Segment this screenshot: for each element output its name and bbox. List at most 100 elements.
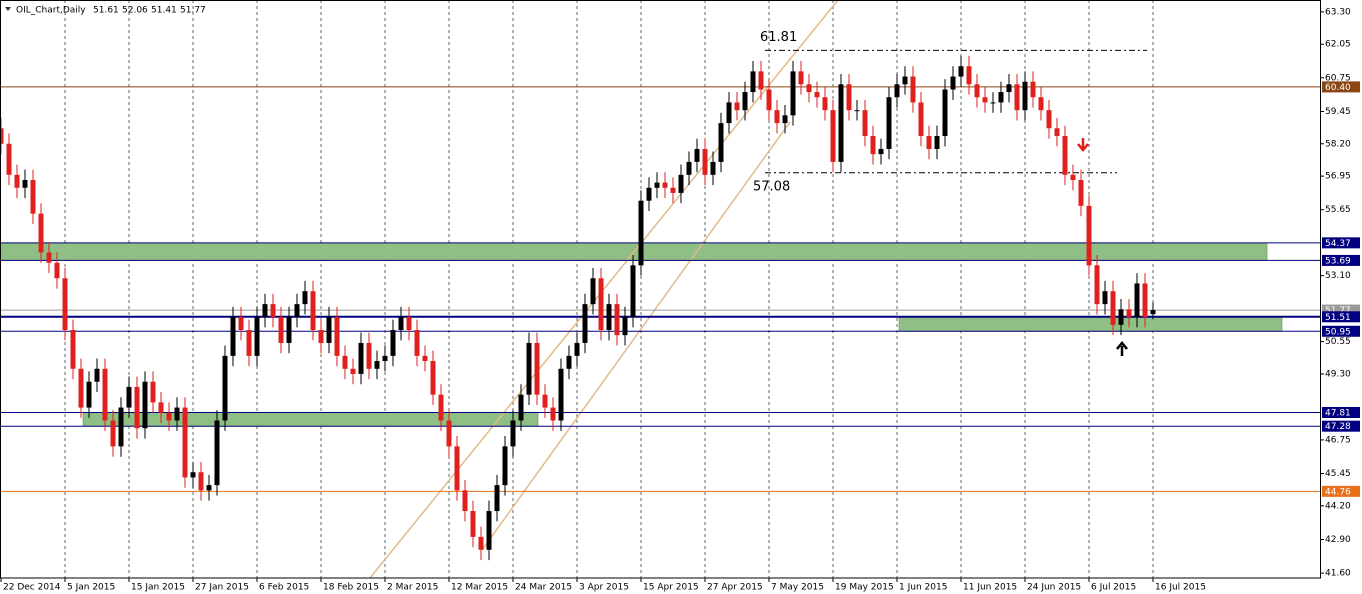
candle-body	[1110, 291, 1116, 325]
candle-body	[78, 368, 84, 408]
candle-body	[358, 342, 364, 374]
y-tick-label: 59.45	[1325, 107, 1351, 117]
channel-line	[481, 121, 791, 551]
candle-body	[1126, 309, 1132, 318]
candle-body	[158, 402, 164, 413]
header-value: 52.06	[122, 6, 148, 16]
candle-body	[390, 329, 396, 356]
x-tick-label: 15 Jan 2015	[131, 583, 185, 593]
candle-body	[654, 182, 660, 188]
candle-body	[590, 278, 596, 305]
candle-body	[238, 317, 244, 330]
candle-body	[278, 317, 284, 343]
y-tick-label: 56.95	[1325, 172, 1351, 182]
candle-body	[670, 187, 676, 193]
level-label: 60.40	[1325, 83, 1351, 93]
candle-body	[558, 368, 564, 421]
x-tick-label: 5 Jan 2015	[67, 583, 115, 593]
candle-body	[342, 355, 348, 369]
candle-body	[350, 368, 356, 374]
candle-body	[598, 278, 604, 330]
candle-body	[1054, 128, 1060, 137]
x-tick-label: 24 Jun 2015	[1027, 583, 1081, 593]
candle-body	[94, 368, 100, 382]
candle-body	[166, 412, 172, 421]
candle-body	[182, 407, 188, 478]
level-label: 50.95	[1325, 327, 1351, 337]
candle-body	[206, 485, 212, 491]
candle-body	[622, 317, 628, 336]
candle-body	[758, 71, 764, 90]
candle-body	[102, 368, 108, 421]
x-tick-label: 6 Jul 2015	[1091, 583, 1136, 593]
candle-body	[510, 420, 516, 447]
candle-body	[246, 329, 252, 356]
level-label-box	[1322, 420, 1360, 432]
up-arrow	[1116, 341, 1128, 356]
y-tick-label: 62.05	[1325, 40, 1351, 50]
candle-body	[798, 71, 804, 85]
level-label: 47.81	[1325, 408, 1351, 418]
level-label: 47.28	[1325, 422, 1351, 432]
candle-body	[1134, 283, 1140, 318]
candle-body	[1014, 84, 1020, 111]
candle-body	[574, 342, 580, 356]
candle-body	[222, 355, 228, 421]
candle-body	[70, 329, 76, 369]
candle-body	[942, 89, 948, 137]
candle-body	[430, 361, 436, 395]
x-tick-label: 2 Mar 2015	[387, 583, 438, 593]
level-label-box	[1322, 406, 1360, 418]
candle-body	[1046, 110, 1052, 129]
candle-body	[958, 66, 964, 77]
candle-body	[982, 97, 988, 103]
candle-body	[710, 161, 716, 175]
candle-body	[790, 71, 796, 116]
chart-title: OIL_Chart,Daily	[16, 6, 86, 16]
candle-body	[454, 446, 460, 491]
candle-body	[838, 84, 844, 162]
candle-body	[54, 262, 60, 279]
candle-body	[774, 110, 780, 124]
candle-body	[14, 174, 20, 188]
candle-body	[302, 291, 308, 305]
candle-body	[894, 84, 900, 98]
x-tick-label: 24 Mar 2015	[515, 583, 572, 593]
candle-body	[902, 76, 908, 85]
candle-body	[846, 84, 852, 111]
level-label-box	[1322, 254, 1360, 266]
candle-body	[422, 355, 428, 362]
candle-body	[0, 128, 4, 144]
candle-body	[782, 115, 788, 124]
candle-body	[518, 394, 524, 421]
candle-body	[926, 136, 932, 149]
candle-body	[110, 420, 116, 447]
candle-body	[382, 355, 388, 362]
candle-body	[1118, 309, 1124, 325]
axes: 22 Dec 2014 5 Jan 2015 15 Jan 2015 27 Jan 2…	[0, 7, 1360, 593]
candle-body	[566, 355, 572, 369]
x-tick-label: 18 Feb 2015	[323, 583, 379, 593]
candle-body	[550, 407, 556, 421]
level-label-box	[1322, 304, 1360, 316]
candle-body	[934, 136, 940, 149]
candle-body	[918, 102, 924, 137]
y-tick-label: 63.30	[1325, 7, 1351, 17]
level-label-box	[1322, 485, 1360, 497]
y-tick-label: 55.65	[1325, 205, 1351, 215]
candle-body	[374, 361, 380, 369]
candle-body	[678, 174, 684, 193]
candle-body	[990, 102, 996, 104]
candle-body	[118, 407, 124, 447]
down-arrow	[1077, 138, 1089, 152]
candle-body	[214, 420, 220, 486]
x-tick-label: 12 Mar 2015	[451, 583, 508, 593]
candle-body	[46, 252, 52, 263]
candle-body	[30, 179, 36, 214]
candle-body	[406, 317, 412, 330]
candle-body	[198, 472, 204, 491]
candle-body	[254, 317, 260, 356]
level-label: 54.37	[1325, 239, 1351, 249]
candle-body	[526, 342, 532, 395]
